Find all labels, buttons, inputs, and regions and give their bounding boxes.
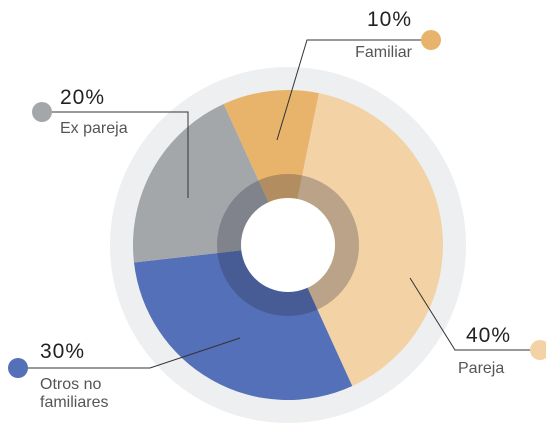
pie-slice [288, 93, 444, 387]
data-label: 10% [366, 8, 412, 31]
category-label: Otros no familiares [40, 376, 109, 412]
data-label: 40% [466, 324, 512, 347]
category-label: Pareja [458, 360, 505, 377]
legend-dot [32, 102, 52, 122]
leader-line [42, 111, 189, 198]
legend-dot [8, 358, 28, 378]
legend-dot [421, 30, 441, 50]
leader-line [409, 277, 540, 351]
data-label: 20% [60, 86, 106, 109]
category-label: Ex pareja [60, 120, 128, 137]
inner-ring [217, 174, 359, 316]
data-label: 30% [40, 340, 86, 363]
leader-line [276, 39, 431, 141]
category-label: Familiar [355, 44, 412, 61]
donut-hole [241, 198, 335, 292]
legend-dot [530, 340, 546, 360]
leader-line [18, 337, 241, 369]
